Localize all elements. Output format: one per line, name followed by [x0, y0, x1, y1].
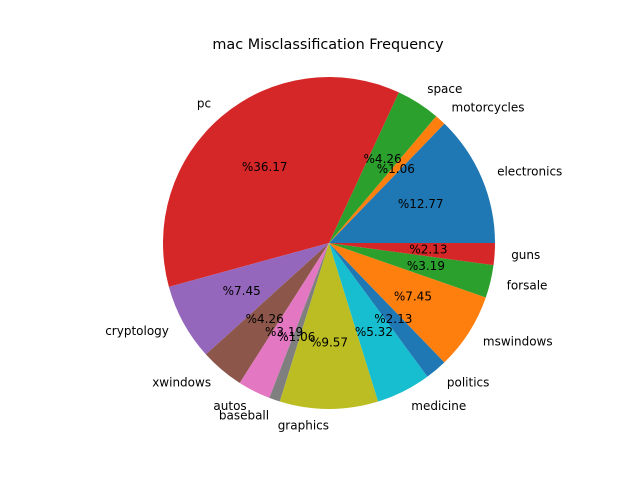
percent-label-baseball: %1.06: [277, 330, 315, 344]
category-label-xwindows: xwindows: [152, 376, 211, 390]
category-label-motorcycles: motorcycles: [452, 101, 525, 115]
percent-labels: %12.77%1.06%4.26%36.17%7.45%4.26%3.19%1.…: [223, 152, 448, 350]
percent-label-pc: %36.17: [242, 160, 288, 174]
slice-medicine: [329, 243, 428, 402]
slice-electronics: [329, 123, 495, 243]
chart-title: mac Misclassification Frequency: [212, 37, 444, 53]
percent-label-motorcycles: %1.06: [377, 162, 415, 176]
slice-autos: [239, 243, 329, 398]
category-label-mswindows: mswindows: [483, 334, 553, 348]
category-label-autos: autos: [213, 399, 246, 413]
pie-slices: [163, 77, 495, 409]
percent-label-mswindows: %7.45: [394, 290, 432, 304]
slice-politics: [329, 243, 445, 377]
slice-guns: [329, 243, 495, 266]
slice-space: [329, 92, 437, 243]
percent-label-space: %4.26: [364, 152, 402, 166]
slice-baseball: [269, 243, 329, 402]
percent-label-forsale: %3.19: [407, 259, 445, 273]
category-label-electronics: electronics: [497, 165, 562, 179]
slice-pc: [163, 77, 399, 287]
category-label-graphics: graphics: [278, 419, 329, 433]
percent-label-xwindows: %4.26: [246, 312, 284, 326]
percent-label-autos: %3.19: [265, 325, 303, 339]
slice-mswindows: [329, 243, 486, 363]
category-label-medicine: medicine: [411, 399, 466, 413]
slice-cryptology: [168, 243, 329, 355]
category-label-guns: guns: [511, 248, 540, 262]
percent-label-electronics: %12.77: [398, 197, 444, 211]
percent-label-guns: %2.13: [409, 243, 447, 257]
category-label-cryptology: cryptology: [105, 324, 169, 338]
category-label-baseball: baseball: [219, 409, 269, 423]
category-labels: electronics motorcycles space pc cryptology x…: [105, 82, 562, 433]
percent-label-cryptology: %7.45: [223, 284, 261, 298]
category-label-pc: pc: [197, 97, 211, 111]
percent-label-graphics: %9.57: [310, 336, 348, 350]
slice-graphics: [279, 243, 379, 409]
percent-label-medicine: %5.32: [355, 325, 393, 339]
category-label-space: space: [427, 82, 462, 96]
category-label-forsale: forsale: [507, 278, 548, 292]
percent-label-politics: %2.13: [374, 312, 412, 326]
slice-forsale: [329, 243, 494, 298]
slice-xwindows: [205, 243, 329, 383]
slice-motorcycles: [329, 116, 445, 243]
category-label-politics: politics: [447, 376, 490, 390]
